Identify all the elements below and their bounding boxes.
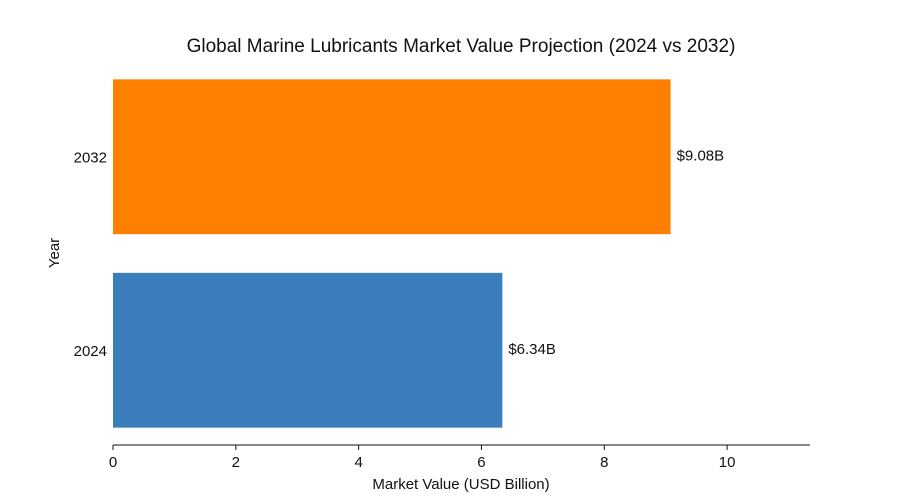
bar-2024	[113, 272, 503, 428]
y-tick-label-2024: 2024	[74, 343, 107, 360]
y-tick-labels: 2032 2024	[74, 150, 107, 361]
x-axis-label: Market Value (USD Billion)	[372, 476, 549, 493]
chart-title: Global Marine Lubricants Market Value Pr…	[187, 36, 736, 57]
x-tick-label: 2	[232, 454, 240, 471]
x-tick-label: 0	[109, 454, 117, 471]
x-tick-label: 6	[477, 454, 485, 471]
data-label-2032: $9.08B	[677, 148, 725, 165]
x-tick-label: 10	[719, 454, 736, 471]
bars-group: $9.08B $6.34B	[113, 79, 725, 428]
x-axis: 0 2 4 6 8 10	[109, 444, 810, 471]
x-tick-label: 8	[600, 454, 608, 471]
y-axis-label: Year	[46, 238, 63, 268]
data-label-2024: $6.34B	[508, 341, 556, 358]
y-tick-label-2032: 2032	[74, 150, 107, 167]
bar-2032	[113, 79, 671, 235]
x-tick-label: 4	[354, 454, 362, 471]
